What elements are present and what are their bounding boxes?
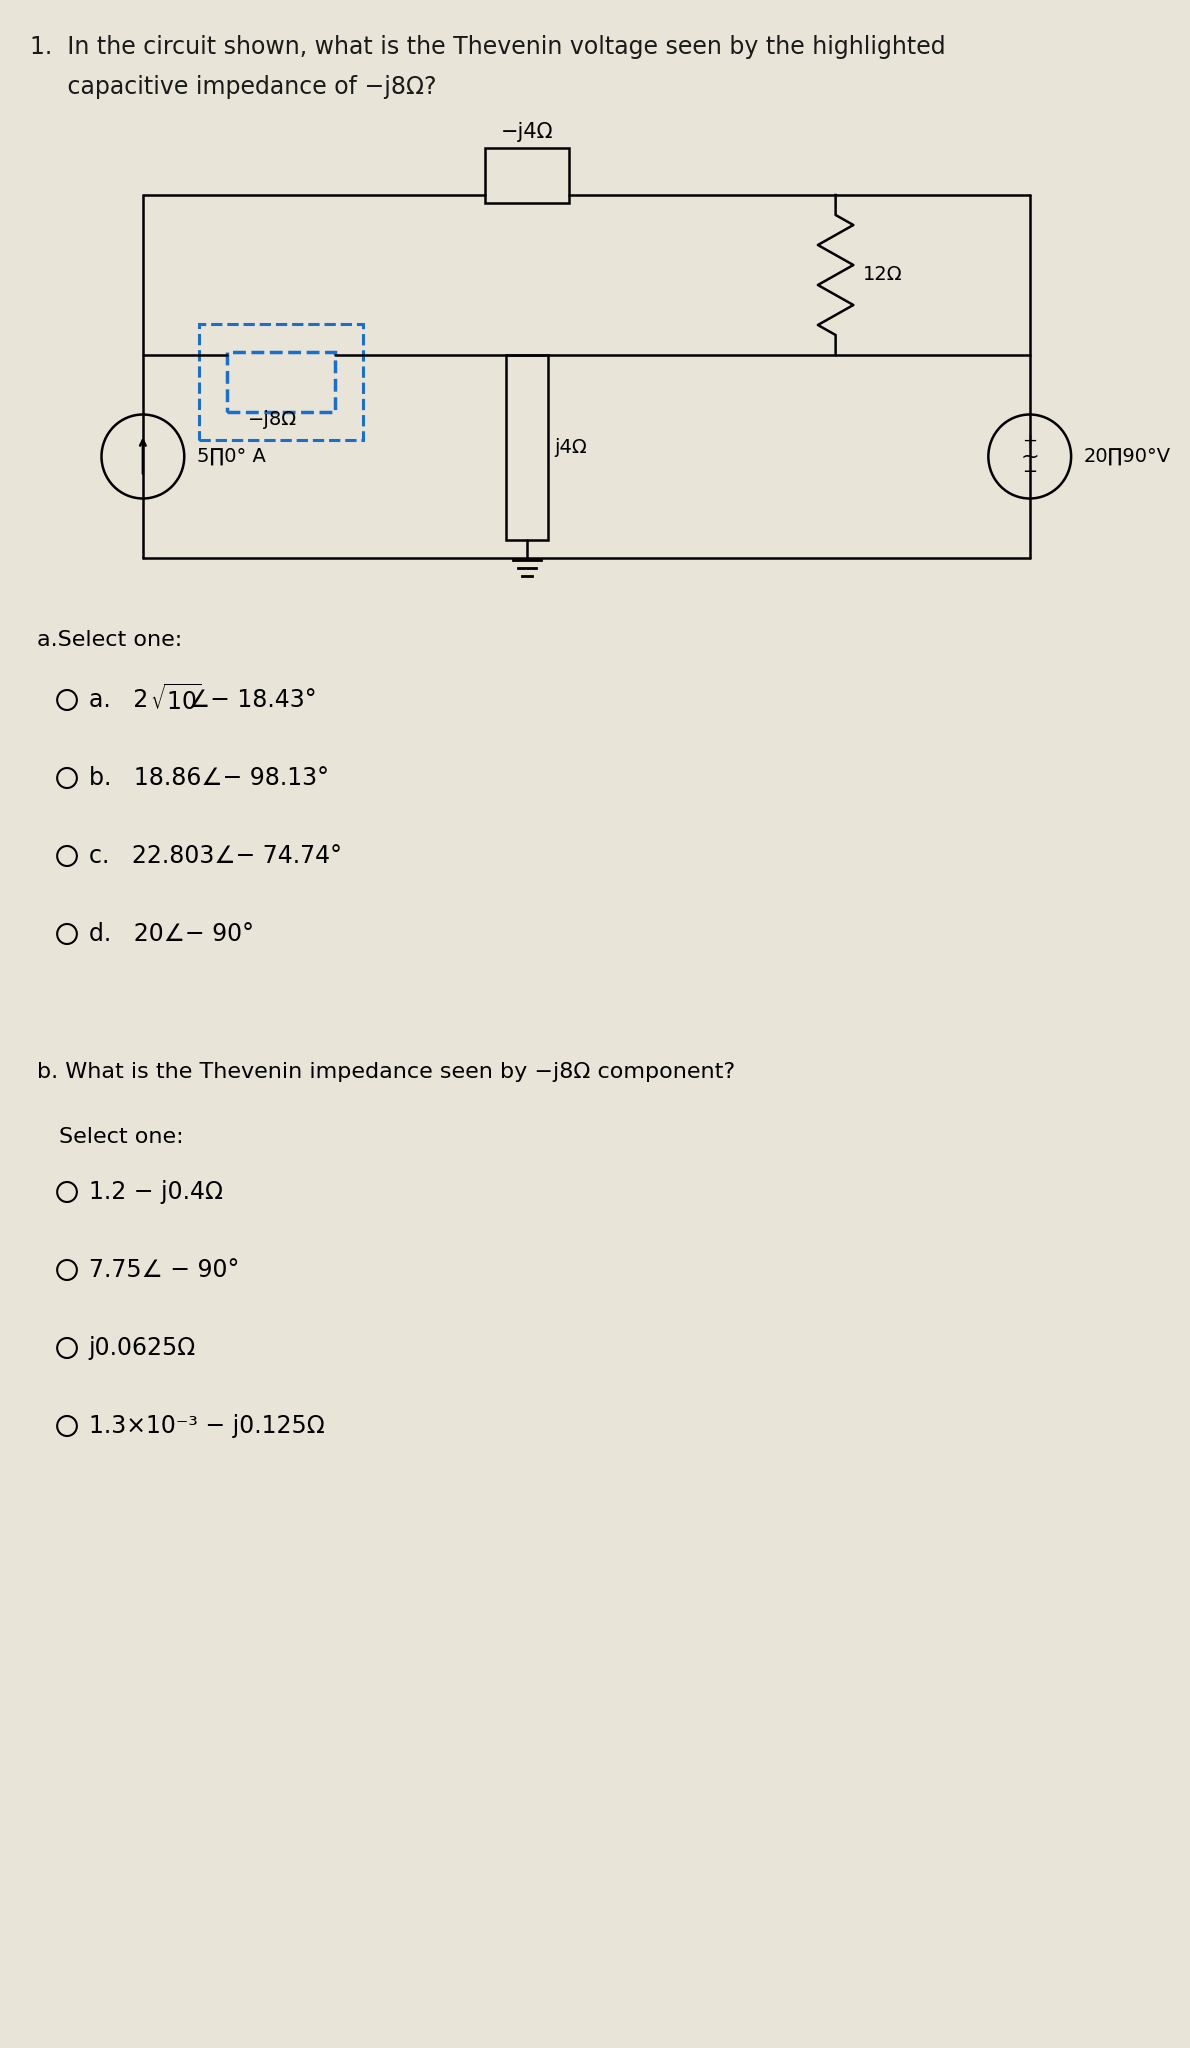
Text: b.   18.86∠− 98.13°: b. 18.86∠− 98.13° bbox=[89, 766, 328, 791]
Text: −j4Ω: −j4Ω bbox=[501, 123, 553, 143]
Bar bbox=[199, 324, 363, 440]
Text: b. What is the Thevenin impedance seen by −j8Ω component?: b. What is the Thevenin impedance seen b… bbox=[37, 1063, 735, 1081]
Bar bbox=[226, 352, 336, 412]
Text: 7.75∠ − 90°: 7.75∠ − 90° bbox=[89, 1257, 239, 1282]
Text: d.   20∠− 90°: d. 20∠− 90° bbox=[89, 922, 253, 946]
Text: a.Select one:: a.Select one: bbox=[37, 631, 183, 649]
Text: +: + bbox=[1022, 432, 1038, 449]
Text: c.   22.803∠− 74.74°: c. 22.803∠− 74.74° bbox=[89, 844, 342, 868]
Bar bbox=[507, 354, 547, 541]
Text: a.   2: a. 2 bbox=[89, 688, 148, 713]
Text: 5∏0° A: 5∏0° A bbox=[198, 446, 265, 467]
Text: Select one:: Select one: bbox=[60, 1126, 183, 1147]
Text: 1.2 − j0.4Ω: 1.2 − j0.4Ω bbox=[89, 1180, 223, 1204]
Text: j4Ω: j4Ω bbox=[555, 438, 588, 457]
Bar bbox=[486, 147, 569, 203]
Text: 20∏90°V: 20∏90°V bbox=[1084, 446, 1171, 467]
Text: ~: ~ bbox=[1021, 446, 1039, 467]
Text: −j8Ω: −j8Ω bbox=[249, 410, 298, 428]
Text: −: − bbox=[1022, 463, 1038, 481]
Text: 12Ω: 12Ω bbox=[863, 266, 903, 285]
Text: j0.0625Ω: j0.0625Ω bbox=[89, 1335, 196, 1360]
Text: $\sqrt{10}$: $\sqrt{10}$ bbox=[150, 684, 201, 715]
Text: 1.3×10⁻³ − j0.125Ω: 1.3×10⁻³ − j0.125Ω bbox=[89, 1413, 325, 1438]
Text: 1.  In the circuit shown, what is the Thevenin voltage seen by the highlighted: 1. In the circuit shown, what is the The… bbox=[30, 35, 945, 59]
Text: capacitive impedance of −j8Ω?: capacitive impedance of −j8Ω? bbox=[30, 76, 436, 98]
Text: ∠− 18.43°: ∠− 18.43° bbox=[189, 688, 317, 713]
